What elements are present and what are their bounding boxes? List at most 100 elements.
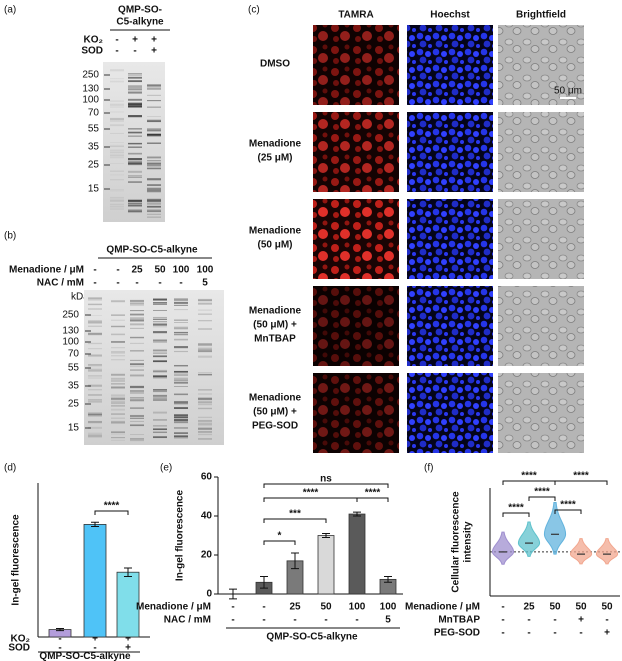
micrograph-shade: [313, 112, 399, 192]
row-mark: -: [158, 278, 161, 289]
y-axis-label: In-gel fluorescence: [175, 489, 186, 581]
row-mark: -: [133, 46, 136, 57]
marker-label: 55: [88, 124, 100, 135]
row-name: KO₂: [11, 634, 30, 645]
micrograph: [313, 199, 399, 279]
marker-label: 70: [68, 349, 80, 360]
marker-label: 15: [68, 423, 80, 434]
significance-label: ****: [573, 471, 589, 482]
significance-label: ****: [560, 500, 576, 511]
micrograph: [498, 199, 584, 279]
panel-label: (b): [4, 231, 16, 242]
significance-label: ****: [534, 487, 550, 498]
micrograph: [498, 25, 584, 105]
row-mark: -: [262, 615, 265, 626]
y-tick-label: 0: [206, 589, 212, 600]
row-mark: -: [605, 615, 608, 626]
row-label: (50 μM): [257, 240, 292, 251]
row-label: MnTBAP: [254, 334, 296, 345]
marker-label: 55: [68, 363, 80, 374]
marker-label: 35: [68, 381, 80, 392]
significance-bracket: [263, 540, 296, 545]
row-mark: 50: [320, 602, 332, 613]
row-label: (50 μM) +: [253, 320, 297, 331]
row-mark: -: [553, 615, 556, 626]
row-name: SOD: [8, 643, 30, 654]
row-name: MnTBAP: [438, 615, 480, 626]
row-mark: 50: [575, 602, 587, 613]
row-mark: 25: [289, 602, 301, 613]
row-mark: -: [115, 46, 118, 57]
y-tick-label: 60: [201, 472, 213, 483]
row-mark: -: [293, 615, 296, 626]
row-mark: 25: [131, 265, 143, 276]
panel-label: (e): [160, 463, 172, 474]
column-header: Brightfield: [516, 10, 566, 21]
significance-label: ***: [289, 509, 301, 520]
row-mark: 5: [202, 278, 208, 289]
row-label: Menadione: [249, 306, 302, 317]
unit-label: kDa: [71, 292, 89, 303]
significance-bracket: [528, 496, 556, 501]
error-bar: [291, 552, 299, 570]
row-mark: 50: [549, 602, 561, 613]
significance-label: ****: [521, 471, 537, 482]
marker-label: 250: [62, 310, 79, 321]
row-mark: +: [604, 628, 610, 639]
micrograph: [407, 286, 493, 366]
marker-label: 70: [88, 108, 100, 119]
row-mark: -: [527, 615, 530, 626]
row-mark: -: [116, 278, 119, 289]
x-axis-label: QMP-SO-C5-alkyne: [266, 632, 358, 643]
row-label: Menadione: [249, 393, 302, 404]
error-bar: [56, 628, 64, 632]
error-bar: [124, 567, 132, 577]
violin: [517, 521, 541, 557]
row-label: PEG-SOD: [252, 421, 298, 432]
y-axis-label: In-gel fluorescence: [11, 514, 22, 606]
gel: [103, 62, 165, 222]
micrograph: [407, 25, 493, 105]
row-mark: +: [151, 46, 157, 57]
significance-bracket: [356, 497, 389, 502]
micrograph: [407, 199, 493, 279]
significance-bracket: [263, 483, 389, 488]
marker-label: 100: [62, 337, 79, 348]
panel-label: (c): [248, 5, 260, 16]
error-bar: [353, 511, 361, 517]
row-mark: 50: [601, 602, 613, 613]
significance-label: ****: [303, 488, 319, 499]
significance-label: ****: [104, 501, 120, 512]
marker-label: 15: [88, 184, 100, 195]
row-name: NAC / mM: [37, 278, 84, 289]
row-label: DMSO: [260, 59, 290, 70]
error-bar: [91, 521, 99, 528]
row-mark: -: [355, 615, 358, 626]
row-mark: -: [553, 628, 556, 639]
row-mark: -: [262, 602, 265, 613]
row-name: Menadione / μM: [405, 602, 480, 613]
error-bar: [322, 533, 330, 538]
row-name: Menadione / μM: [9, 265, 84, 276]
row-mark: +: [125, 643, 131, 654]
micrograph-shade: [313, 286, 399, 366]
bar: [348, 513, 366, 595]
significance-bracket: [94, 510, 129, 515]
micrograph: [498, 112, 584, 192]
row-mark: -: [93, 643, 96, 654]
row-mark: -: [501, 602, 504, 613]
row-name: SOD: [81, 46, 103, 57]
gel-title: QMP-SO-C5-alkyne: [106, 245, 198, 256]
x-axis-label: QMP-SO-C5-alkyne: [39, 651, 131, 661]
micrograph-shade: [313, 25, 399, 105]
gel-title: C5-alkyne: [116, 17, 164, 28]
gel-title: QMP-SO-: [118, 5, 162, 16]
significance-bracket: [554, 480, 608, 485]
marker-label: 100: [82, 95, 99, 106]
micrograph: [313, 25, 399, 105]
row-mark: -: [93, 265, 96, 276]
row-mark: -: [179, 278, 182, 289]
violin: [543, 502, 567, 555]
